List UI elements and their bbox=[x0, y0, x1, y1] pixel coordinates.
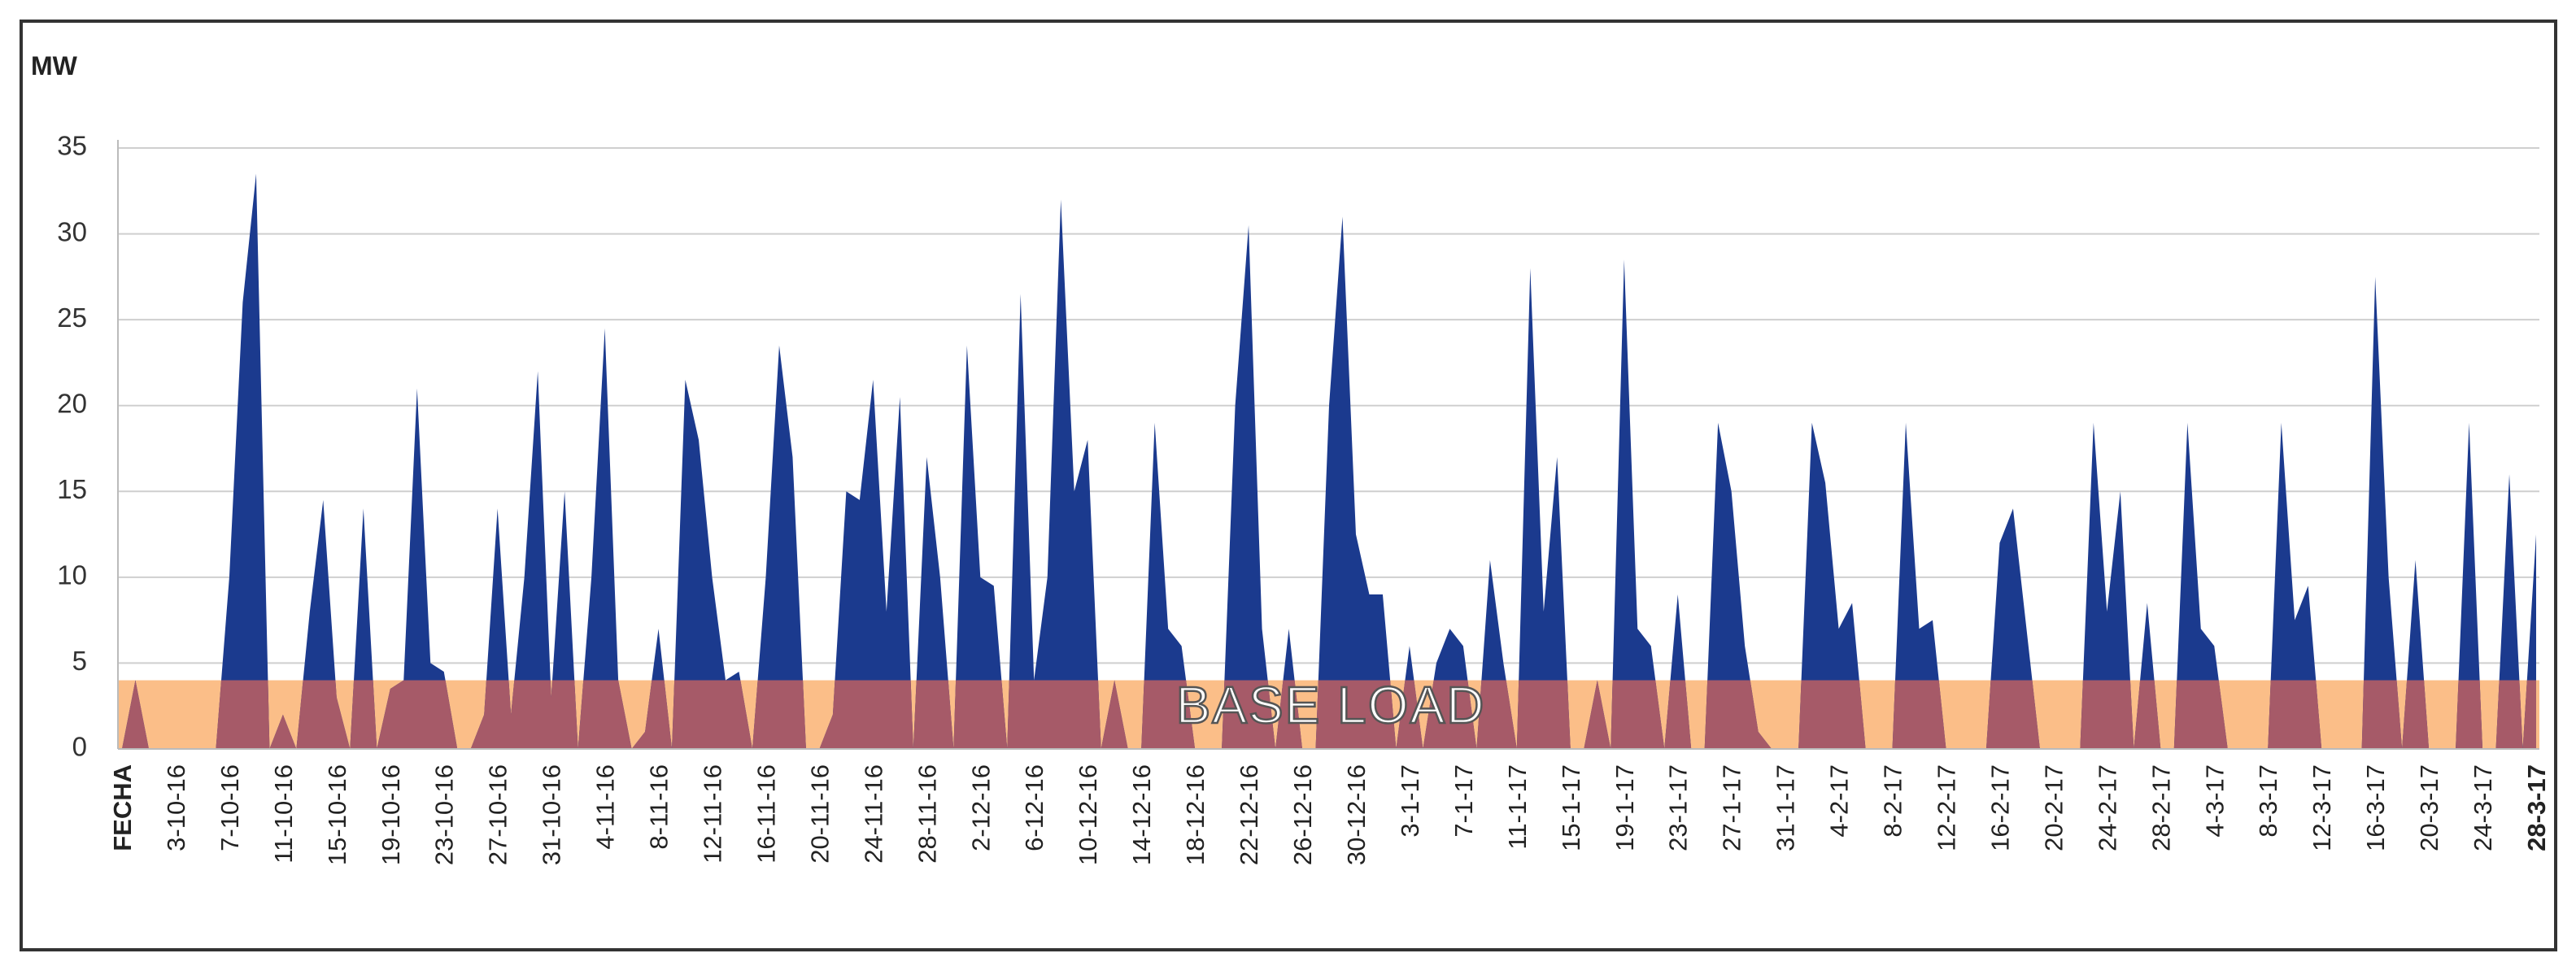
x-tick-label: 27-10-16 bbox=[484, 764, 512, 865]
x-tick-label: 31-10-16 bbox=[538, 764, 566, 865]
x-tick-label: 31-1-17 bbox=[1772, 764, 1800, 851]
x-tick-label: 6-12-16 bbox=[1020, 764, 1048, 851]
x-tick-label: FECHA bbox=[108, 764, 137, 851]
x-tick-label: 15-1-17 bbox=[1557, 764, 1585, 851]
area bbox=[122, 173, 2536, 749]
y-tick-label: 20 bbox=[57, 388, 87, 418]
x-tick-label: 19-1-17 bbox=[1611, 764, 1639, 851]
base-load-overlap bbox=[122, 680, 2536, 749]
x-tick-label: 28-3-17 bbox=[2522, 764, 2551, 851]
x-tick-label: 16-2-17 bbox=[1985, 764, 2014, 851]
x-tick-label: 11-10-16 bbox=[269, 764, 298, 864]
x-tick-label: 4-11-16 bbox=[591, 764, 620, 850]
x-tick-label: 2-12-16 bbox=[966, 764, 995, 851]
x-tick-label: 20-3-17 bbox=[2415, 764, 2443, 851]
x-tick-label: 4-3-17 bbox=[2200, 764, 2229, 838]
x-tick-label: 3-1-17 bbox=[1396, 764, 1424, 838]
y-tick-label: 25 bbox=[57, 303, 87, 333]
x-tick-label: 12-11-16 bbox=[699, 764, 727, 864]
x-tick-label: 28-11-16 bbox=[913, 764, 941, 864]
y-tick-label: 35 bbox=[57, 131, 87, 161]
y-axis-label: MW bbox=[31, 51, 78, 81]
base-load-label: BASE LOAD bbox=[1176, 676, 1486, 734]
x-tick-label: 24-2-17 bbox=[2093, 764, 2121, 851]
x-tick-label: 16-11-16 bbox=[752, 764, 780, 864]
x-tick-label: 8-3-17 bbox=[2254, 764, 2282, 838]
y-tick-label: 10 bbox=[57, 560, 87, 590]
x-tick-label: 23-1-17 bbox=[1664, 764, 1693, 851]
x-tick-label: 28-2-17 bbox=[2147, 764, 2175, 851]
x-tick-label: 15-10-16 bbox=[323, 764, 351, 865]
y-tick-label: 5 bbox=[72, 646, 87, 676]
x-tick-label: 14-12-16 bbox=[1127, 764, 1156, 865]
x-tick-label: 7-10-16 bbox=[216, 764, 244, 851]
y-tick-label: 30 bbox=[57, 216, 87, 246]
x-tick-label: 11-1-17 bbox=[1503, 764, 1532, 850]
x-tick-label: 8-2-17 bbox=[1879, 764, 1907, 838]
x-tick-label: 18-12-16 bbox=[1181, 764, 1210, 865]
x-tick-label: 16-3-17 bbox=[2361, 764, 2390, 851]
x-tick-label: 3-10-16 bbox=[162, 764, 190, 851]
x-tick-label: 22-12-16 bbox=[1235, 764, 1263, 865]
y-tick-label: 15 bbox=[57, 474, 87, 504]
x-tick-label: 8-11-16 bbox=[645, 764, 673, 850]
x-tick-label: 7-1-17 bbox=[1449, 764, 1478, 838]
x-tick-label: 23-10-16 bbox=[430, 764, 459, 865]
y-tick-label: 0 bbox=[72, 732, 87, 762]
frame bbox=[20, 20, 2557, 951]
x-tick-label: 19-10-16 bbox=[377, 764, 405, 865]
x-tick-label: 24-11-16 bbox=[859, 764, 887, 864]
x-tick-label: 27-1-17 bbox=[1718, 764, 1746, 851]
x-tick-label: 30-12-16 bbox=[1342, 764, 1371, 865]
x-tick-label: 24-3-17 bbox=[2469, 764, 2497, 851]
x-tick-label: 20-2-17 bbox=[2039, 764, 2068, 851]
x-tick-label: 12-2-17 bbox=[1932, 764, 1960, 851]
x-tick-label: 26-12-16 bbox=[1288, 764, 1317, 865]
x-tick-label: 10-12-16 bbox=[1074, 764, 1102, 865]
x-tick-label: 4-2-17 bbox=[1825, 764, 1854, 838]
x-tick-label: 12-3-17 bbox=[2308, 764, 2336, 851]
x-tick-label: 20-11-16 bbox=[805, 764, 834, 864]
